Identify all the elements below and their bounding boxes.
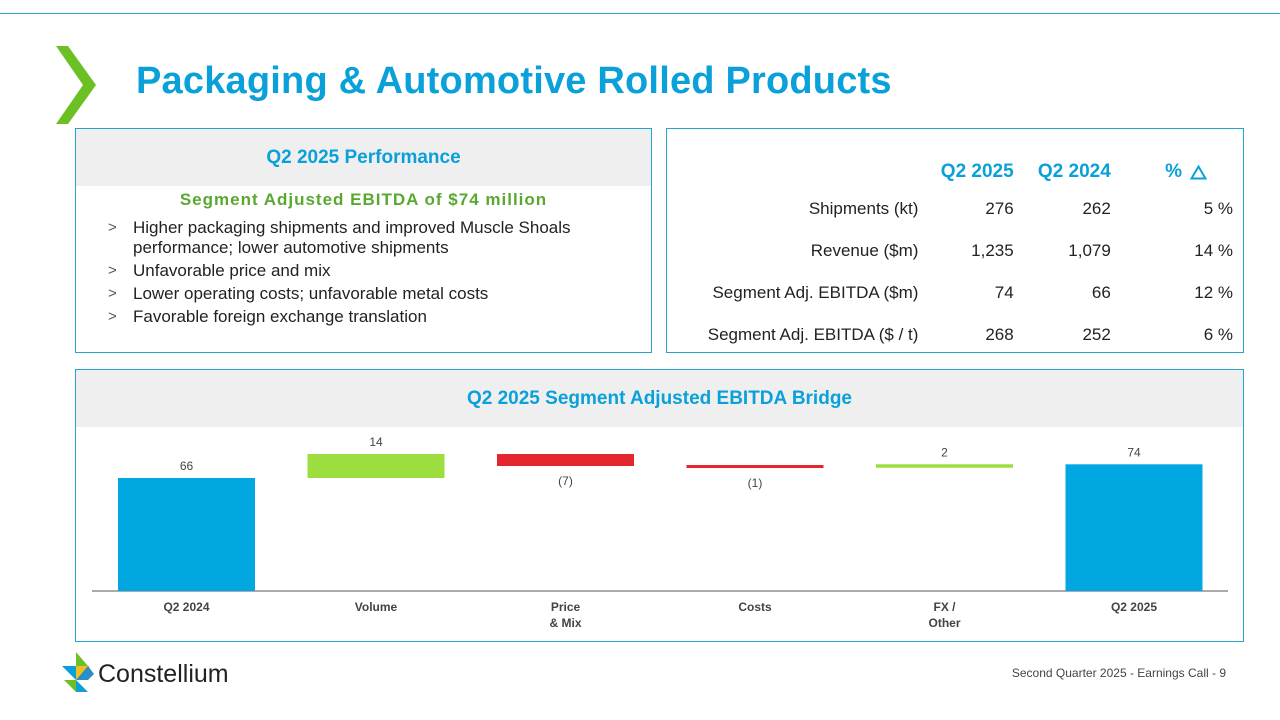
row-label: Segment Adj. EBITDA ($ / t) bbox=[707, 325, 919, 344]
cell-q2-2024: 1,079 bbox=[1068, 241, 1111, 260]
bullet-item: > Lower operating costs; unfavorable meta… bbox=[108, 284, 631, 304]
row-label: Revenue ($m) bbox=[810, 241, 919, 260]
bridge-bar bbox=[118, 478, 255, 591]
header-q2-2025: Q2 2025 bbox=[940, 161, 1014, 182]
category-label: Volume bbox=[355, 600, 398, 614]
bar-value-label: 2 bbox=[941, 445, 948, 459]
bullet-marker: > bbox=[108, 285, 117, 302]
table-row: Segment Adj. EBITDA ($m) 74 66 12 % bbox=[667, 272, 1243, 314]
page-title: Packaging & Automotive Rolled Products bbox=[136, 60, 892, 102]
table-row: Revenue ($m) 1,235 1,079 14 % bbox=[667, 230, 1243, 272]
category-label: Costs bbox=[738, 600, 772, 614]
top-rule bbox=[0, 13, 1280, 14]
bullet-marker: > bbox=[108, 262, 117, 279]
bullet-item: > Unfavorable price and mix bbox=[108, 261, 631, 281]
bridge-bar bbox=[876, 464, 1013, 468]
row-label: Segment Adj. EBITDA ($m) bbox=[712, 283, 919, 302]
percent-label: % bbox=[1165, 161, 1182, 182]
cell-q2-2025: 1,235 bbox=[971, 241, 1014, 260]
constellium-logo: Constellium bbox=[62, 652, 229, 692]
bar-value-label: (7) bbox=[558, 474, 573, 488]
bar-value-label: (1) bbox=[748, 476, 763, 490]
cell-percent: 5 % bbox=[1203, 199, 1233, 218]
logo-wordmark: Constellium bbox=[98, 660, 229, 688]
bullet-text: Unfavorable price and mix bbox=[133, 261, 331, 280]
performance-panel: Q2 2025 Performance Segment Adjusted EBI… bbox=[75, 128, 652, 353]
bridge-bar bbox=[307, 454, 445, 478]
bullet-marker: > bbox=[108, 308, 117, 325]
row-label: Shipments (kt) bbox=[808, 199, 919, 218]
bullet-text: Favorable foreign exchange translation bbox=[133, 307, 427, 326]
table-row: Shipments (kt) 276 262 5 % bbox=[667, 188, 1243, 230]
cell-q2-2025: 74 bbox=[994, 283, 1014, 302]
cell-q2-2025: 276 bbox=[985, 199, 1014, 218]
header-empty bbox=[667, 129, 918, 188]
cell-percent: 6 % bbox=[1203, 325, 1233, 344]
bullet-text: Lower operating costs; unfavorable metal… bbox=[133, 284, 489, 303]
bar-value-label: 66 bbox=[180, 459, 194, 473]
cell-q2-2024: 66 bbox=[1091, 283, 1111, 302]
bridge-bar bbox=[1065, 464, 1203, 591]
category-label: Q2 2025 bbox=[1111, 600, 1157, 614]
delta-icon bbox=[1190, 164, 1207, 179]
metrics-panel: Q2 2025 Q2 2024 % Shipments (kt) 276 262… bbox=[666, 128, 1244, 353]
cell-percent: 14 % bbox=[1194, 241, 1233, 260]
category-label: Price bbox=[551, 600, 581, 614]
table-row: Segment Adj. EBITDA ($ / t) 268 252 6 % bbox=[667, 314, 1243, 356]
category-label: & Mix bbox=[549, 616, 581, 630]
performance-bullets: > Higher packaging shipments and improved… bbox=[76, 218, 651, 327]
bridge-panel: Q2 2025 Segment Adjusted EBITDA Bridge 6… bbox=[75, 369, 1244, 642]
bullet-item: > Higher packaging shipments and improved… bbox=[108, 218, 631, 258]
bullet-text: Higher packaging shipments and improved … bbox=[133, 218, 571, 257]
bridge-bar bbox=[686, 465, 824, 469]
cell-q2-2024: 252 bbox=[1082, 325, 1111, 344]
bridge-bar bbox=[497, 454, 634, 467]
chevron-icon bbox=[56, 46, 96, 124]
bar-value-label: 74 bbox=[1127, 445, 1141, 459]
bridge-heading: Q2 2025 Segment Adjusted EBITDA Bridge bbox=[76, 370, 1243, 427]
bullet-marker: > bbox=[108, 219, 117, 236]
performance-subheading: Segment Adjusted EBITDA of $74 million bbox=[179, 190, 548, 209]
cell-percent: 12 % bbox=[1194, 283, 1233, 302]
bullet-item: > Favorable foreign exchange translation bbox=[108, 307, 631, 327]
cell-q2-2025: 268 bbox=[985, 325, 1014, 344]
bridge-chart: 66 Q2 2024 14 Volume (7) Price & Mix (1) Costs 2 F… bbox=[92, 435, 1228, 630]
footer-text: Second Quarter 2025 - Earnings Call - 9 bbox=[1011, 666, 1226, 680]
performance-heading: Q2 2025 Performance bbox=[76, 129, 651, 186]
category-label: Q2 2024 bbox=[163, 600, 209, 614]
bar-value-label: 14 bbox=[369, 435, 383, 449]
category-label: Other bbox=[928, 616, 960, 630]
metrics-header-row: Q2 2025 Q2 2024 % bbox=[667, 129, 1243, 188]
cell-q2-2024: 262 bbox=[1082, 199, 1111, 218]
category-label: FX / bbox=[933, 600, 956, 614]
header-q2-2024: Q2 2024 bbox=[1037, 161, 1111, 182]
header-percent-change: % bbox=[1111, 129, 1243, 188]
metrics-table: Q2 2025 Q2 2024 % Shipments (kt) 276 262… bbox=[667, 129, 1243, 356]
